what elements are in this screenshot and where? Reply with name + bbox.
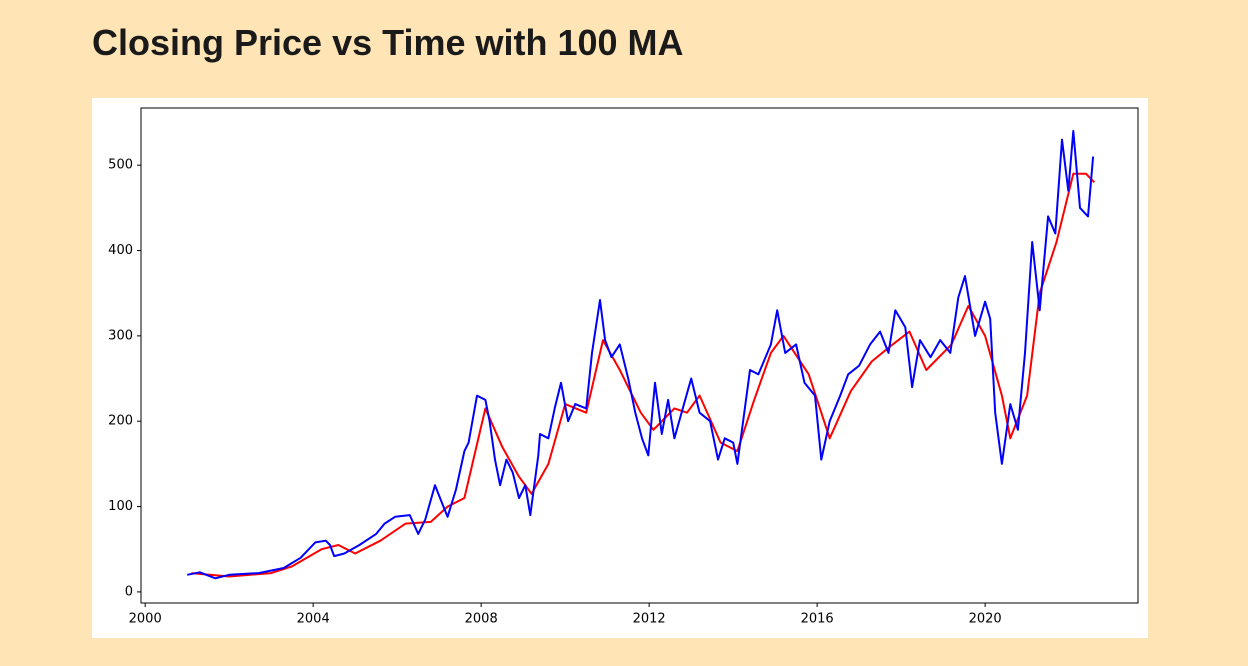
x-tick-label: 2020 [969,612,1002,627]
y-tick-label: 0 [125,584,133,599]
y-tick-label: 200 [108,414,133,429]
x-tick-label: 2008 [465,612,498,627]
y-tick-label: 100 [108,499,133,514]
x-tick-label: 2004 [297,612,330,627]
y-tick-label: 300 [108,328,133,343]
page-title: Closing Price vs Time with 100 MA [92,22,684,63]
y-tick-label: 500 [108,158,133,173]
y-tick-label: 400 [108,243,133,258]
price-line [191,172,1096,578]
chart: 0 100 200 300 400 500 2000 2004 2008 2012 2016 2020 [92,98,1148,638]
price-line [187,130,1095,580]
x-tick-label: 2000 [129,612,162,627]
x-tick-label: 2016 [801,612,834,627]
x-tick-label: 2012 [633,612,666,627]
plot-frame [140,107,1139,604]
